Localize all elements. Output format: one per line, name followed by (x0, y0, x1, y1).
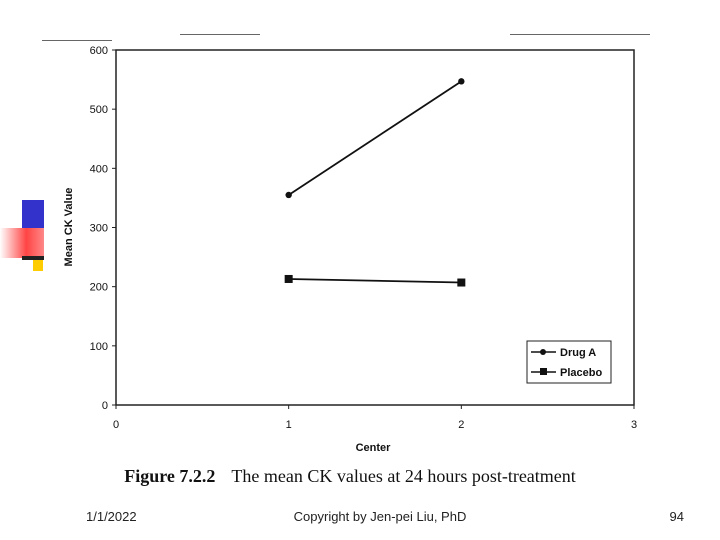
x-tick-label: 0 (113, 419, 119, 431)
data-point-placebo (284, 274, 293, 283)
x-tick-label: 2 (458, 419, 464, 431)
figure-number: Figure 7.2.2 (124, 466, 216, 486)
legend-box (526, 340, 612, 384)
x-axis-label: Center (356, 442, 392, 454)
legend: Drug A Placebo (526, 340, 612, 384)
x-axis-ticks: 0 1 2 3 (113, 405, 637, 431)
decor-black-bar (22, 256, 44, 260)
series-line-placebo (288, 278, 462, 284)
data-point-placebo (457, 278, 466, 287)
y-tick-label: 300 (90, 223, 108, 235)
legend-label-placebo: Placebo (560, 367, 602, 379)
y-tick-label: 400 (90, 163, 108, 175)
figure-caption-text: The mean CK values at 24 hours post-trea… (231, 466, 576, 486)
legend-marker-drug-a (540, 349, 546, 355)
legend-marker-placebo (540, 368, 547, 375)
page-number: 94 (669, 509, 684, 524)
y-tick-label: 600 (90, 45, 108, 57)
decor-blue-block (22, 200, 44, 228)
series-layer (284, 78, 466, 287)
legend-label-drug-a: Drug A (560, 347, 596, 359)
y-axis-label: Mean CK Value (63, 188, 75, 267)
x-tick-label: 3 (631, 419, 637, 431)
data-point-drug-a (285, 191, 292, 199)
chart: 0 100 200 300 400 500 600 0 1 2 3 Mean CK Value C… (63, 45, 637, 454)
scan-artifact-line (510, 34, 650, 35)
figure-caption: Figure 7.2.2 The mean CK values at 24 hou… (0, 466, 700, 487)
y-tick-label: 200 (90, 282, 108, 294)
scan-artifact-line (42, 40, 112, 41)
y-tick-label: 100 (90, 341, 108, 353)
decor-red-block (0, 228, 44, 258)
y-axis-ticks: 0 100 200 300 400 500 600 (90, 45, 116, 412)
y-tick-label: 500 (90, 104, 108, 116)
scan-artifact-line (180, 34, 260, 35)
series-line-drug-a (288, 80, 462, 196)
decor-yellow-block (33, 260, 43, 271)
y-tick-label: 0 (102, 400, 108, 412)
x-tick-label: 1 (286, 419, 292, 431)
data-point-drug-a (458, 78, 465, 85)
footer-date: 1/1/2022 (86, 509, 137, 524)
footer-copyright: Copyright by Jen-pei Liu, PhD (293, 509, 467, 524)
